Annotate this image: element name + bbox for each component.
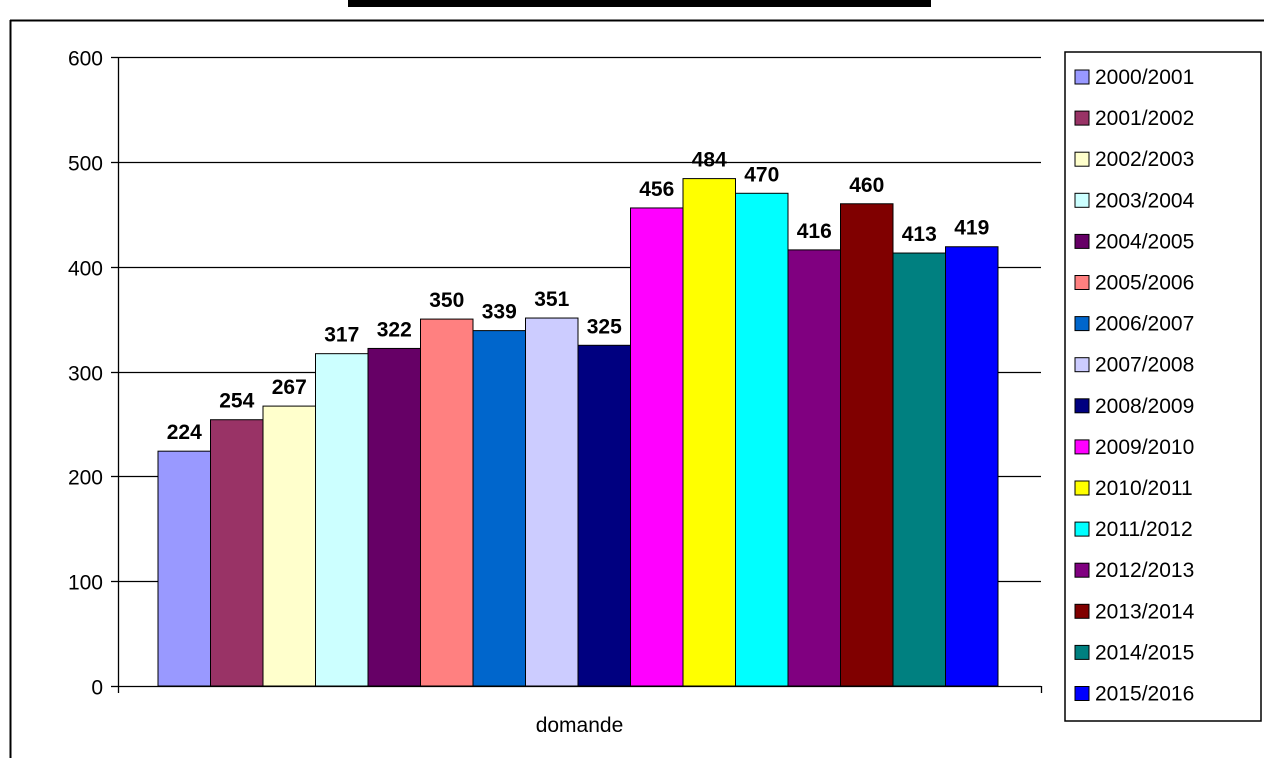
data-label: 325: [587, 315, 622, 338]
data-label: 351: [534, 288, 569, 311]
data-label: 267: [272, 376, 307, 399]
bar-2014-2015: [892, 252, 946, 687]
legend-swatch: [1074, 233, 1090, 249]
data-label: 224: [167, 421, 202, 444]
legend-swatch: [1074, 644, 1090, 660]
data-label: 350: [429, 289, 464, 312]
bar-2003-2004: [315, 353, 369, 687]
bar-2015-2016: [945, 246, 999, 687]
legend-label: 2001/2002: [1095, 107, 1194, 130]
legend-label: 2015/2016: [1095, 683, 1194, 706]
legend-swatch: [1074, 686, 1090, 701]
data-label: 339: [482, 301, 517, 324]
y-tick-label: 200: [68, 467, 103, 490]
legend-label: 2009/2010: [1095, 436, 1194, 459]
legend-swatch: [1074, 316, 1090, 332]
data-label: 254: [219, 390, 254, 413]
legend-label: 2004/2005: [1095, 230, 1194, 253]
legend-swatch: [1074, 562, 1090, 578]
y-tick-label: 100: [68, 572, 103, 595]
legend-label: 2012/2013: [1095, 559, 1194, 582]
legend-label: 2003/2004: [1095, 189, 1195, 212]
legend-swatch: [1074, 480, 1090, 496]
legend-swatch: [1074, 398, 1090, 414]
legend-label: 2005/2006: [1095, 272, 1194, 295]
bar-2004-2005: [367, 347, 421, 687]
legend-label: 2000/2001: [1095, 66, 1194, 89]
legend-swatch: [1074, 603, 1090, 619]
legend-swatch: [1074, 110, 1090, 126]
bar-2012-2013: [787, 249, 841, 687]
data-label: 484: [692, 149, 727, 172]
legend-box: [1064, 51, 1262, 722]
legend-swatch: [1074, 275, 1090, 290]
data-labels: 224 254 267 317 322 350 339 351 325 456 484 470 416 4…: [167, 149, 990, 445]
legend-label: 2013/2014: [1095, 600, 1195, 623]
data-label: 470: [744, 163, 779, 186]
y-tick-label: 0: [91, 677, 103, 700]
bar-2009-2010: [630, 207, 684, 687]
bars: [157, 178, 999, 687]
bar-2008-2009: [577, 344, 631, 687]
legend-swatch: [1074, 69, 1090, 85]
data-label: 317: [324, 324, 359, 347]
bar-2000-2001: [157, 450, 211, 687]
legend-swatch: [1074, 151, 1090, 167]
legend: 2000/2001 2001/2002 2002/2003 2003/2004 2004…: [1064, 51, 1262, 722]
bar-2005-2006: [420, 318, 474, 687]
bar-2013-2014: [840, 203, 894, 687]
x-category-label: domande: [536, 714, 624, 737]
legend-label: 2010/2011: [1095, 477, 1193, 500]
y-tick-label: 500: [68, 153, 103, 176]
legend-swatch: [1074, 521, 1090, 537]
axes: 0 100 200 300 400 500 600 domande: [68, 48, 1043, 737]
legend-swatch: [1074, 357, 1090, 373]
bar-2011-2012: [735, 192, 789, 687]
data-label: 416: [797, 220, 832, 243]
bar-2001-2002: [210, 419, 264, 687]
legend-label: 2006/2007: [1095, 313, 1194, 336]
title-bar: [348, 0, 931, 7]
bar-2002-2003: [262, 405, 316, 687]
data-label: 456: [639, 178, 674, 201]
legend-label: 2007/2008: [1095, 354, 1194, 377]
y-tick-label: 300: [68, 363, 103, 386]
y-tick-label: 600: [68, 48, 103, 71]
legend-swatch: [1074, 439, 1090, 455]
bar-2006-2007: [472, 330, 526, 687]
data-label: 460: [849, 174, 884, 197]
legend-label: 2011/2012: [1095, 518, 1193, 541]
data-label: 413: [902, 223, 937, 246]
legend-label: 2008/2009: [1095, 395, 1194, 418]
legend-swatch: [1074, 192, 1090, 208]
bar-2010-2011: [682, 178, 736, 687]
legend-label: 2014/2015: [1095, 641, 1194, 664]
data-label: 322: [377, 318, 412, 341]
data-label: 419: [954, 217, 989, 240]
y-tick-label: 400: [68, 258, 103, 281]
legend-label: 2002/2003: [1095, 148, 1194, 171]
bar-2007-2008: [525, 317, 579, 687]
